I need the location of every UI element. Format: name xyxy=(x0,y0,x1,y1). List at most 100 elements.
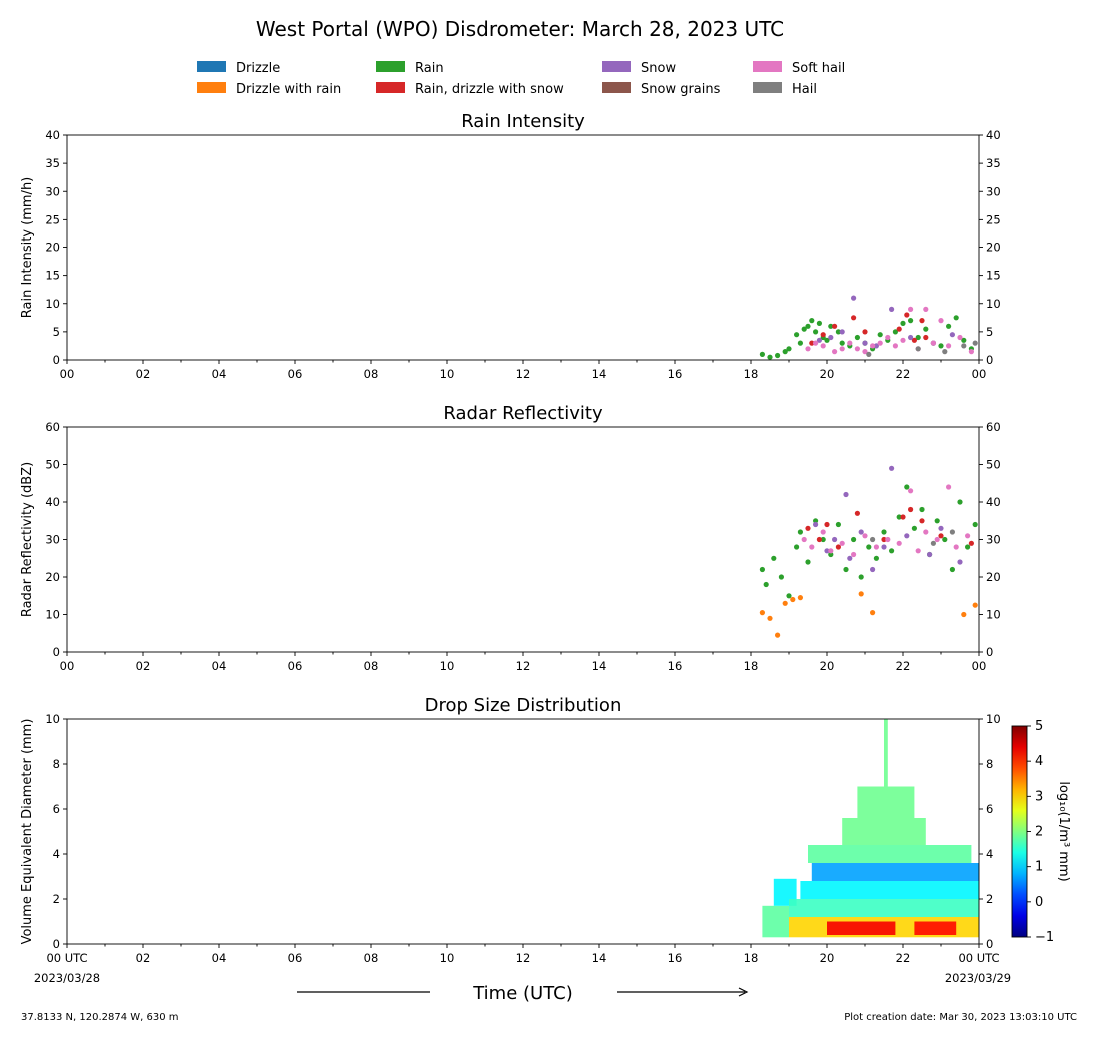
x-tick-label: 06 xyxy=(288,951,303,965)
data-point-rain-drizzle-with-snow xyxy=(896,326,902,332)
y-tick-label-left: 50 xyxy=(45,458,60,472)
data-point-hail xyxy=(915,346,921,352)
y-tick-label-right: 2 xyxy=(986,892,993,906)
legend-label-drizzle-with-rain: Drizzle with rain xyxy=(236,82,341,97)
data-point-hail xyxy=(972,340,978,346)
data-point-rain xyxy=(801,326,807,332)
colorbar-tick-label: 2 xyxy=(1035,825,1043,840)
data-point-snow xyxy=(851,295,857,301)
data-point-rain xyxy=(820,536,826,543)
x-tick-label: 06 xyxy=(288,659,303,673)
x-tick-label: 08 xyxy=(364,951,379,965)
legend-label-drizzle: Drizzle xyxy=(236,61,280,76)
y-tick-label-left: 6 xyxy=(53,802,60,816)
data-point-rain-drizzle-with-snow xyxy=(919,518,925,524)
legend-label-snow-grains: Snow grains xyxy=(641,82,721,97)
data-point-snow xyxy=(828,334,834,341)
data-point-hail xyxy=(961,343,967,349)
data-point-rain-drizzle-with-snow xyxy=(820,332,826,338)
y-tick-label-left: 20 xyxy=(45,570,60,584)
data-point-soft-hail xyxy=(832,349,838,355)
data-point-rain-drizzle-with-snow xyxy=(900,514,906,520)
legend-swatch-rain-drizzle-with-snow xyxy=(376,82,405,93)
data-point-snow xyxy=(858,529,864,535)
data-point-soft-hail xyxy=(915,548,921,554)
data-point-rain xyxy=(957,499,963,505)
colorbar-tick-label: 1 xyxy=(1035,860,1043,875)
heatmap-cell xyxy=(827,921,896,935)
data-point-rain xyxy=(972,521,978,528)
data-point-hail xyxy=(866,351,872,357)
data-point-rain xyxy=(911,525,918,531)
data-point-soft-hail xyxy=(908,488,914,494)
data-point-rain xyxy=(873,555,880,561)
data-point-rain xyxy=(961,337,967,343)
x-tick-label: 14 xyxy=(592,951,607,965)
data-point-rain xyxy=(828,551,834,558)
data-point-rain-drizzle-with-snow xyxy=(938,533,944,539)
x-tick-label: 02 xyxy=(136,951,151,965)
colorbar-tick-label: 5 xyxy=(1035,719,1043,734)
data-point-drizzle-with-rain xyxy=(858,591,864,597)
data-point-rain xyxy=(892,329,899,335)
data-point-snow xyxy=(889,465,895,471)
colorbar-tick-label: 4 xyxy=(1035,754,1043,769)
x-tick-label: 16 xyxy=(668,659,683,673)
x-tick-label: 20 xyxy=(820,367,835,381)
data-point-soft-hail xyxy=(957,334,963,341)
data-point-drizzle-with-rain xyxy=(767,615,773,621)
y-tick-label-left: 40 xyxy=(45,495,60,509)
legend-swatch-rain xyxy=(376,61,405,72)
data-point-rain xyxy=(778,574,785,580)
heatmap-cell xyxy=(857,786,915,818)
x-tick-label: 22 xyxy=(896,659,911,673)
data-point-soft-hail xyxy=(839,346,845,352)
data-point-rain-drizzle-with-snow xyxy=(881,536,887,543)
data-point-soft-hail xyxy=(923,306,929,312)
heatmap-cell xyxy=(842,818,926,845)
x-tick-label: 20 xyxy=(820,951,835,965)
y-axis-label: Rain Intensity (mm/h) xyxy=(20,177,35,319)
data-point-soft-hail xyxy=(820,343,826,349)
data-point-rain-drizzle-with-snow xyxy=(862,329,868,335)
data-point-hail xyxy=(870,536,876,543)
heatmap-cell xyxy=(808,845,972,863)
data-point-rain xyxy=(813,329,819,335)
y-tick-label-right: 4 xyxy=(986,847,993,861)
data-point-hail xyxy=(942,349,948,355)
data-point-snow xyxy=(881,544,887,550)
y-tick-label-left: 0 xyxy=(53,353,60,367)
legend-swatch-snow xyxy=(602,61,631,72)
data-point-rain xyxy=(934,518,940,524)
data-point-rain xyxy=(828,323,834,329)
data-point-rain xyxy=(786,346,792,352)
x-tick-label: 14 xyxy=(592,659,607,673)
data-point-rain xyxy=(946,323,952,329)
y-tick-label-right: 5 xyxy=(986,325,993,339)
data-point-rain xyxy=(767,354,773,360)
legend-swatch-drizzle xyxy=(197,61,226,72)
y-tick-label-left: 30 xyxy=(45,184,60,198)
data-point-soft-hail xyxy=(809,544,815,550)
x-tick-label: 04 xyxy=(212,367,227,381)
y-tick-label-left: 15 xyxy=(45,269,60,283)
footer-creation-date: Plot creation date: Mar 30, 2023 13:03:1… xyxy=(844,1012,1077,1023)
data-point-soft-hail xyxy=(896,540,902,546)
data-point-rain xyxy=(854,334,861,341)
data-point-soft-hail xyxy=(946,484,952,490)
data-point-rain xyxy=(896,514,902,520)
legend-swatch-soft-hail xyxy=(753,61,782,72)
x-tick-label: 14 xyxy=(592,367,607,381)
legend-swatch-snow-grains xyxy=(602,82,631,93)
data-point-soft-hail xyxy=(885,334,891,341)
data-point-snow xyxy=(938,525,944,531)
data-point-rain-drizzle-with-snow xyxy=(968,540,975,546)
legend-swatch-drizzle-with-rain xyxy=(197,82,226,93)
data-point-rain xyxy=(851,536,857,543)
data-point-snow xyxy=(949,332,956,338)
data-point-rain-drizzle-with-snow xyxy=(832,323,838,329)
data-point-drizzle-with-rain xyxy=(797,595,804,601)
data-point-drizzle-with-rain xyxy=(790,596,796,603)
y-tick-label-right: 20 xyxy=(986,241,1001,255)
